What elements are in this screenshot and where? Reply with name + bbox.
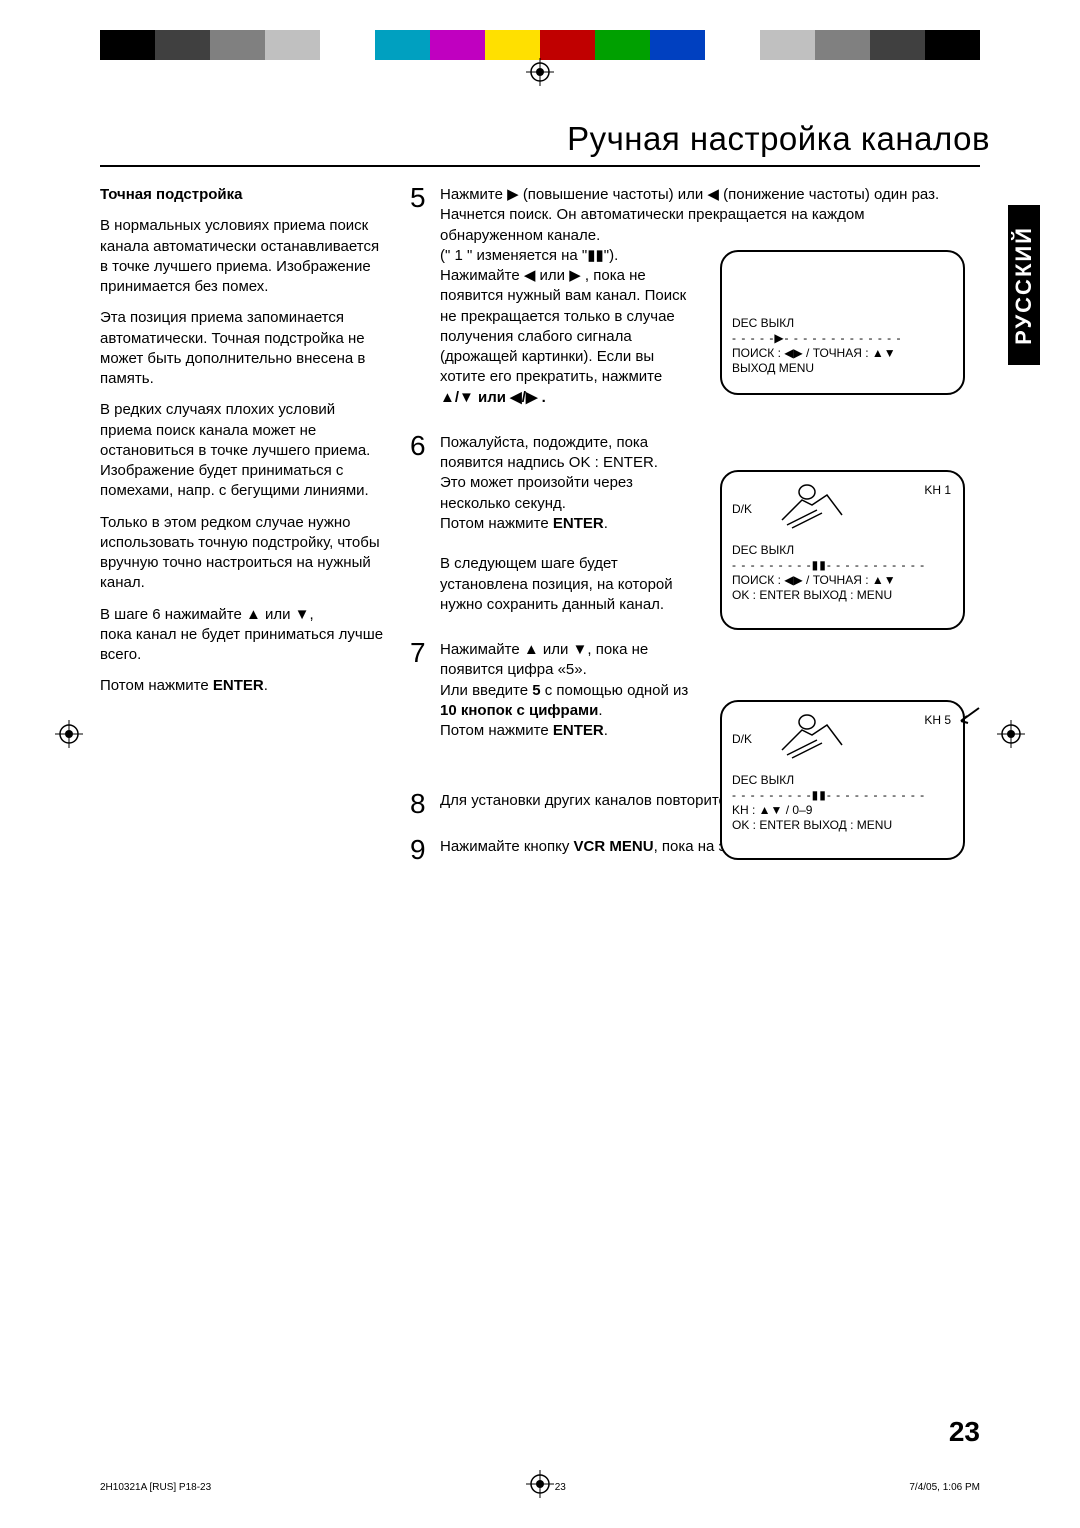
print-color-bar [100, 30, 980, 60]
print-footer: 2H10321A [RUS] P18-23 23 7/4/05, 1:06 PM [100, 1482, 980, 1493]
osd-screen-2: KH 1 D/K DEC ВЫКЛ - - - - - - - - -▮▮- -… [720, 470, 965, 630]
osd3-dash: - - - - - - - - -▮▮- - - - - - - - - - - [732, 788, 953, 802]
osd3-kh-line: KH : ▲▼ / 0–9 [732, 803, 953, 817]
skier-icon [777, 710, 847, 760]
osd2-dec: DEC ВЫКЛ [732, 543, 953, 557]
step6-text: Пожалуйста, подождите, пока появится над… [440, 433, 700, 615]
osd2-search: ПОИСК : ◀▶ / ТОЧНАЯ : ▲▼ [732, 573, 953, 587]
skier-icon [777, 480, 847, 530]
footer-right: 7/4/05, 1:06 PM [909, 1482, 980, 1493]
osd1-exit: ВЫХОД MENU [732, 361, 953, 375]
left-p1: В нормальных условиях приема поиск канал… [100, 216, 390, 297]
title-rule [100, 165, 980, 167]
step5-narrow: (" 1 " изменяется на "▮▮"). Нажимайте ◀ … [440, 246, 700, 408]
page-title: Ручная настройка каналов [567, 120, 990, 158]
footer-mid: 23 [555, 1482, 566, 1493]
osd-screen-3: KH 5 D/K DEC ВЫКЛ - - - - - - - - -▮▮- -… [720, 700, 965, 860]
step-number: 7 [410, 634, 426, 672]
left-p4: Только в этом редком случае нужно исполь… [100, 513, 390, 594]
registration-mark-right [997, 720, 1025, 748]
osd1-dec: DEC ВЫКЛ [732, 316, 953, 330]
osd1-search: ПОИСК : ◀▶ / ТОЧНАЯ : ▲▼ [732, 346, 953, 360]
fine-tune-heading: Точная подстройка [100, 185, 390, 205]
step7-text: Нажимайте ▲ или ▼, пока не появится цифр… [440, 640, 700, 741]
left-p3: В редких случаях плохих условий приема п… [100, 400, 390, 501]
left-column: Точная подстройка В нормальных условиях … [100, 185, 390, 708]
left-p2: Эта позиция приема запоминается автомати… [100, 308, 390, 389]
registration-mark-left [55, 720, 83, 748]
osd3-ok: OK : ENTER ВЫХОД : MENU [732, 818, 953, 832]
osd-screen-1: DEC ВЫКЛ - - - - -▶- - - - - - - - - - -… [720, 250, 965, 395]
arrow-to-kh-icon [941, 706, 981, 736]
registration-mark-top [526, 58, 554, 86]
step-number: 6 [410, 427, 426, 465]
left-p5: В шаге 6 нажимайте ▲ или ▼, пока канал н… [100, 605, 390, 666]
step5-text-a: Нажмите ▶ (повышение частоты) или ◀ (пон… [440, 185, 970, 246]
left-p6: Потом нажмите ENTER. [100, 676, 390, 696]
osd2-ok: OK : ENTER ВЫХОД : MENU [732, 588, 953, 602]
osd3-dec: DEC ВЫКЛ [732, 773, 953, 787]
page-number: 23 [949, 1416, 980, 1448]
step-number: 8 [410, 785, 426, 823]
footer-left: 2H10321A [RUS] P18-23 [100, 1482, 211, 1493]
osd2-dash: - - - - - - - - -▮▮- - - - - - - - - - - [732, 558, 953, 572]
step-number: 5 [410, 179, 426, 217]
step-number: 9 [410, 831, 426, 869]
language-tab: РУССКИЙ [1008, 205, 1040, 365]
language-tab-label: РУССКИЙ [1011, 226, 1037, 345]
osd2-kh: KH 1 [924, 483, 951, 497]
osd1-dash: - - - - -▶- - - - - - - - - - - - - [732, 331, 953, 345]
